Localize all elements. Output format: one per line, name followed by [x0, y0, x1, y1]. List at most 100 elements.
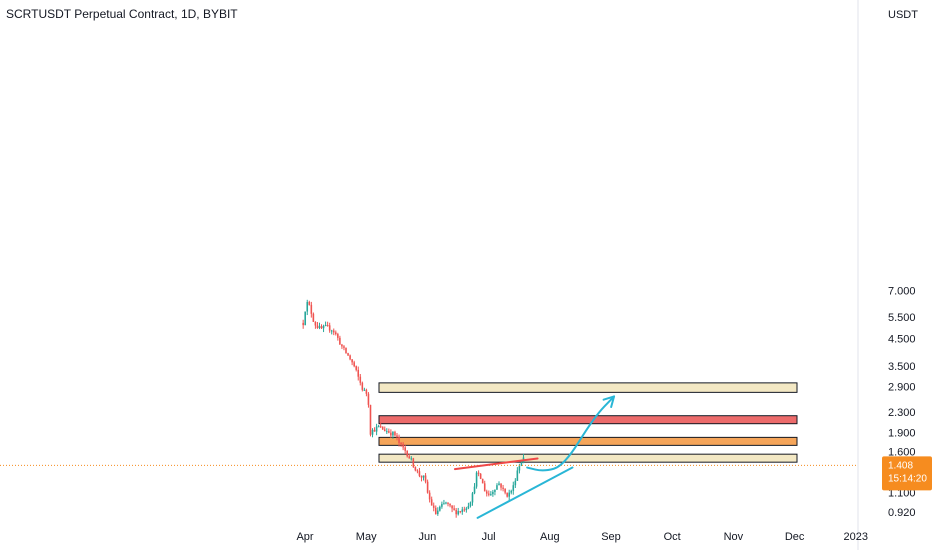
- candle-body[interactable]: [441, 503, 443, 507]
- candle-body[interactable]: [353, 362, 355, 367]
- candle-body[interactable]: [375, 426, 378, 432]
- candle-body[interactable]: [428, 492, 431, 500]
- candle-body[interactable]: [504, 488, 506, 493]
- candle-body[interactable]: [520, 462, 523, 466]
- candle-body[interactable]: [508, 492, 511, 497]
- candle-body[interactable]: [400, 442, 402, 444]
- candle-body[interactable]: [363, 389, 366, 391]
- candle-body[interactable]: [302, 322, 304, 326]
- candle-body[interactable]: [312, 313, 315, 322]
- candle-body[interactable]: [394, 431, 396, 436]
- candle-body[interactable]: [430, 499, 433, 506]
- candle-body[interactable]: [335, 332, 337, 335]
- candle-body[interactable]: [475, 472, 478, 487]
- candle-body[interactable]: [414, 466, 417, 471]
- candle-body[interactable]: [320, 326, 323, 329]
- candle-body[interactable]: [314, 321, 317, 326]
- candle-body[interactable]: [408, 456, 411, 459]
- candle-body[interactable]: [383, 429, 386, 432]
- candle-body[interactable]: [377, 426, 380, 428]
- candle-body[interactable]: [328, 325, 331, 331]
- candle-body[interactable]: [388, 431, 390, 433]
- candle-body[interactable]: [494, 489, 496, 492]
- price-axis[interactable]: 7.000 5.500 4.500 3.500 2.900 2.300 1.900 1.600…: [888, 285, 916, 518]
- candle-body[interactable]: [485, 491, 488, 494]
- candle-body[interactable]: [447, 502, 449, 504]
- candles[interactable]: [302, 299, 525, 518]
- candle-body[interactable]: [369, 404, 372, 435]
- candle-body[interactable]: [330, 330, 333, 332]
- candle-body[interactable]: [404, 447, 406, 451]
- projection-curve[interactable]: [526, 395, 616, 472]
- candle-body[interactable]: [367, 393, 370, 405]
- candle-body[interactable]: [308, 302, 311, 305]
- candle-body[interactable]: [343, 346, 345, 348]
- candle-body[interactable]: [396, 435, 398, 437]
- candle-body[interactable]: [310, 304, 313, 314]
- candle-body[interactable]: [510, 490, 513, 493]
- candle-body[interactable]: [516, 470, 519, 481]
- candle-body[interactable]: [477, 472, 480, 474]
- candle-body[interactable]: [316, 325, 319, 328]
- candle-body[interactable]: [324, 325, 327, 327]
- candle-body[interactable]: [359, 376, 362, 383]
- zones[interactable]: [378, 382, 798, 463]
- candle-body[interactable]: [479, 473, 482, 479]
- candle-body[interactable]: [506, 492, 508, 497]
- candle-body[interactable]: [351, 359, 353, 363]
- candle-body[interactable]: [379, 426, 382, 428]
- candle-body[interactable]: [481, 478, 484, 484]
- candle-body[interactable]: [432, 505, 435, 508]
- candle-body[interactable]: [402, 443, 404, 448]
- zone-box[interactable]: [378, 415, 798, 425]
- candle-body[interactable]: [490, 494, 492, 496]
- candle-body[interactable]: [498, 483, 500, 486]
- candle-body[interactable]: [361, 382, 364, 390]
- candle-body[interactable]: [422, 475, 425, 478]
- candle-body[interactable]: [457, 511, 460, 515]
- candle-body[interactable]: [469, 502, 472, 507]
- candle-body[interactable]: [451, 505, 453, 509]
- candle-body[interactable]: [455, 509, 457, 515]
- candle-body[interactable]: [392, 431, 394, 436]
- candle-body[interactable]: [492, 491, 494, 495]
- candle-body[interactable]: [347, 353, 349, 356]
- candle-body[interactable]: [473, 486, 476, 494]
- candle-body[interactable]: [371, 429, 374, 435]
- candle-body[interactable]: [341, 344, 343, 347]
- support-trendline[interactable]: [476, 466, 574, 519]
- candle-body[interactable]: [418, 471, 421, 476]
- candle-body[interactable]: [502, 487, 504, 489]
- candle-body[interactable]: [304, 311, 307, 326]
- candle-body[interactable]: [355, 366, 358, 370]
- candle-body[interactable]: [445, 502, 447, 504]
- candle-body[interactable]: [496, 485, 498, 490]
- candle-body[interactable]: [332, 330, 335, 333]
- candle-body[interactable]: [443, 503, 445, 505]
- candle-body[interactable]: [390, 432, 392, 436]
- candle-body[interactable]: [322, 325, 325, 329]
- candle-body[interactable]: [420, 475, 423, 478]
- candle-body[interactable]: [339, 337, 341, 345]
- candle-body[interactable]: [439, 506, 441, 511]
- candle-body[interactable]: [345, 347, 347, 354]
- candle-body[interactable]: [398, 436, 400, 443]
- candle-body[interactable]: [424, 475, 427, 482]
- candle-body[interactable]: [318, 326, 321, 328]
- candle-body[interactable]: [381, 426, 384, 430]
- candle-body[interactable]: [426, 481, 429, 493]
- candle-body[interactable]: [518, 465, 521, 471]
- candle-body[interactable]: [463, 509, 466, 511]
- time-axis[interactable]: Apr May Jun Jul Aug Sep Oct Nov Dec 2023: [296, 531, 868, 543]
- candle-body[interactable]: [467, 506, 470, 509]
- candle-body[interactable]: [471, 493, 474, 503]
- candle-body[interactable]: [453, 508, 455, 510]
- candle-body[interactable]: [434, 507, 437, 515]
- zone-box[interactable]: [378, 436, 798, 446]
- candle-body[interactable]: [449, 503, 451, 506]
- candle-body[interactable]: [349, 355, 351, 360]
- zone-box[interactable]: [378, 453, 798, 463]
- candle-body[interactable]: [357, 369, 360, 377]
- candle-body[interactable]: [514, 480, 517, 486]
